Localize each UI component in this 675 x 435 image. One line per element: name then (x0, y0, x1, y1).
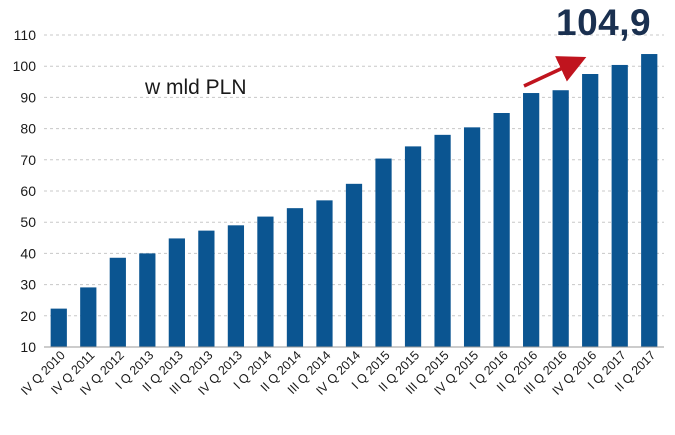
unit-label: w mld PLN (145, 76, 247, 99)
bar (286, 208, 304, 347)
bar (523, 93, 540, 347)
bar (434, 134, 451, 347)
bar (50, 308, 67, 347)
bar (641, 54, 658, 347)
y-axis-ticks: 10 20 30 40 50 60 70 80 90 100 110 (13, 27, 37, 355)
bar (552, 90, 569, 347)
y-tick-label: 60 (20, 183, 36, 199)
bar (109, 257, 126, 347)
bar (493, 113, 510, 347)
y-tick-label: 40 (20, 245, 36, 261)
y-tick-label: 10 (20, 339, 36, 355)
bar (582, 74, 599, 347)
bars (50, 54, 658, 348)
highlight-value: 104,9 (556, 2, 652, 43)
bar (404, 146, 422, 347)
bar (316, 200, 333, 347)
y-tick-label: 30 (20, 277, 36, 293)
y-tick-label: 80 (20, 121, 36, 137)
bar (198, 230, 215, 347)
y-tick-label: 90 (20, 89, 36, 105)
bar (345, 183, 363, 347)
bar (227, 225, 245, 347)
bar (257, 216, 274, 347)
bar (375, 158, 392, 347)
y-tick-label: 110 (14, 27, 37, 43)
bar (463, 127, 481, 348)
y-tick-label: 20 (20, 308, 36, 324)
y-tick-label: 70 (20, 152, 36, 168)
bar (611, 64, 628, 348)
y-tick-label: 100 (13, 58, 37, 74)
bar (80, 287, 97, 347)
bar (139, 253, 156, 347)
bar (168, 238, 185, 347)
y-tick-label: 50 (20, 214, 36, 230)
trend-arrow (523, 56, 587, 88)
